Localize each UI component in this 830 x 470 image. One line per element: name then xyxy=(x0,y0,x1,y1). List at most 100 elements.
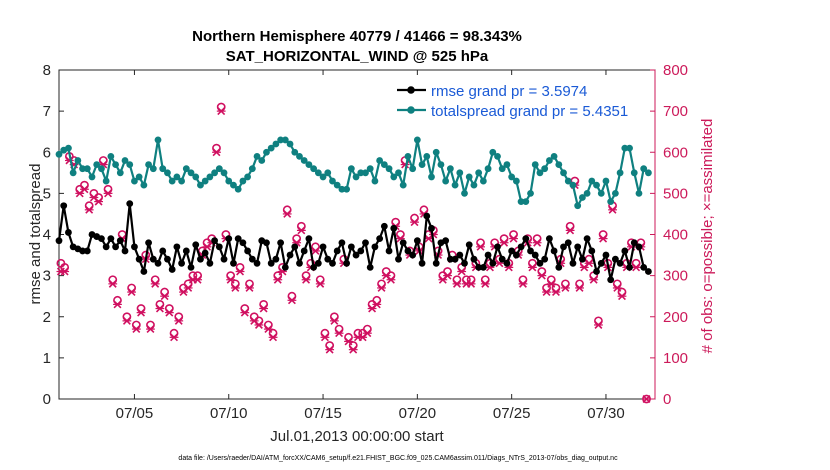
rmse-point xyxy=(470,255,478,263)
totalspread-point xyxy=(607,198,615,206)
rmse-point xyxy=(626,264,633,271)
rmse-point xyxy=(329,259,336,267)
right-axis: 0 100 200 300 400 500 600 700 800 xyxy=(650,62,688,408)
totalspread-point xyxy=(479,177,487,185)
obs-assimilated-marker xyxy=(598,234,608,243)
rmse-point xyxy=(602,251,610,259)
totalspread-point xyxy=(564,177,572,185)
totalspread-point xyxy=(456,169,464,177)
obs-assimilated-marker xyxy=(320,333,330,342)
rmse-point xyxy=(253,259,261,267)
totalspread-point xyxy=(578,194,586,201)
rmse-point xyxy=(112,243,119,251)
x-axis: 07/05 07/10 07/15 07/20 07/25 07/30 xyxy=(116,70,625,422)
rmse-point xyxy=(324,255,332,263)
rmse-point xyxy=(611,255,619,263)
obs-assimilated-marker xyxy=(94,197,104,206)
totalspread-point xyxy=(560,169,567,177)
rmse-point xyxy=(465,241,473,249)
obs-assimilated-marker xyxy=(443,271,452,280)
rmse-point xyxy=(215,243,223,251)
rmse-point xyxy=(83,247,91,255)
totalspread-point xyxy=(305,161,313,168)
totalspread-point xyxy=(248,165,256,173)
totalspread-point xyxy=(220,169,228,177)
rmse-point xyxy=(550,247,558,255)
totalspread-point xyxy=(281,136,289,144)
totalspread-point xyxy=(211,169,219,177)
totalspread-point xyxy=(489,148,497,156)
rmse-point xyxy=(522,235,530,243)
left-tick-label: 4 xyxy=(43,227,51,244)
x-tick-label: 07/25 xyxy=(493,405,531,422)
obs-assimilated-marker xyxy=(457,267,467,276)
left-tick-label: 6 xyxy=(43,144,51,161)
obs-assimilated-marker xyxy=(509,234,518,243)
obs-assimilated-marker xyxy=(565,226,575,235)
obs-assimilated-marker xyxy=(642,395,651,403)
rmse-point xyxy=(131,243,138,251)
obs-assimilated-marker xyxy=(452,279,462,288)
obs-assimilated-marker xyxy=(254,321,264,329)
totalspread-point xyxy=(258,157,266,164)
rmse-point xyxy=(286,251,294,259)
rmse-point xyxy=(333,247,341,255)
obs-assimilated-marker xyxy=(122,316,132,325)
rmse-point xyxy=(635,243,643,251)
rmse-point xyxy=(432,259,440,267)
obs-assimilated-marker xyxy=(608,205,617,214)
rmse-point xyxy=(498,255,506,263)
totalspread-point xyxy=(319,173,327,181)
obs-assimilated-marker xyxy=(386,275,396,284)
obs-assimilated-marker xyxy=(235,267,245,276)
rmse-point xyxy=(357,247,365,255)
x-tick-label: 07/05 xyxy=(116,405,154,422)
rmse-point xyxy=(267,259,275,267)
obs-assimilated-marker xyxy=(108,279,118,288)
obs-assimilated-marker xyxy=(329,316,339,325)
totalspread-point xyxy=(192,173,200,181)
x-tick-label: 07/20 xyxy=(399,405,437,422)
totalspread-point xyxy=(512,177,520,185)
rmse-point xyxy=(644,268,652,275)
rmse-point xyxy=(607,276,615,284)
totalspread-point xyxy=(503,161,511,168)
left-tick-label: 0 xyxy=(43,391,51,408)
totalspread-point xyxy=(178,177,185,185)
rmse-point xyxy=(456,251,464,259)
totalspread-point xyxy=(522,198,530,206)
rmse-point xyxy=(578,255,586,263)
totalspread-point xyxy=(140,181,148,189)
rmse-point xyxy=(503,259,511,267)
x-axis-label: Jul.01,2013 00:00:00 start xyxy=(270,428,444,445)
totalspread-point xyxy=(310,165,318,173)
totalspread-point xyxy=(437,161,445,168)
left-tick-label: 5 xyxy=(43,185,51,202)
totalspread-point xyxy=(461,189,468,197)
obs-assimilated-marker xyxy=(518,279,528,288)
totalspread-point xyxy=(93,161,101,168)
rmse-point xyxy=(640,264,648,271)
totalspread-point xyxy=(371,177,379,185)
obs-assimilated-marker xyxy=(372,300,382,309)
totalspread-point xyxy=(498,165,506,173)
rmse-point xyxy=(362,239,369,247)
rmse-point xyxy=(230,259,237,267)
obs-assimilated-marker xyxy=(499,238,509,247)
obs-assimilated-marker xyxy=(80,185,89,194)
rmse-point xyxy=(461,259,468,267)
rmse-point xyxy=(630,239,638,247)
rmse-point xyxy=(352,251,360,259)
rmse-point xyxy=(277,239,285,247)
totalspread-point xyxy=(112,161,119,168)
rmse-point xyxy=(555,264,563,271)
totalspread-point xyxy=(347,165,355,173)
totalspread-point xyxy=(395,169,402,177)
totalspread-point xyxy=(244,173,252,181)
obs-assimilated-marker xyxy=(169,333,179,342)
totalspread-point xyxy=(640,165,648,173)
x-tick-label: 07/10 xyxy=(210,405,248,422)
rmse-point xyxy=(102,243,110,251)
totalspread-point xyxy=(145,161,152,168)
rmse-point xyxy=(55,237,63,245)
